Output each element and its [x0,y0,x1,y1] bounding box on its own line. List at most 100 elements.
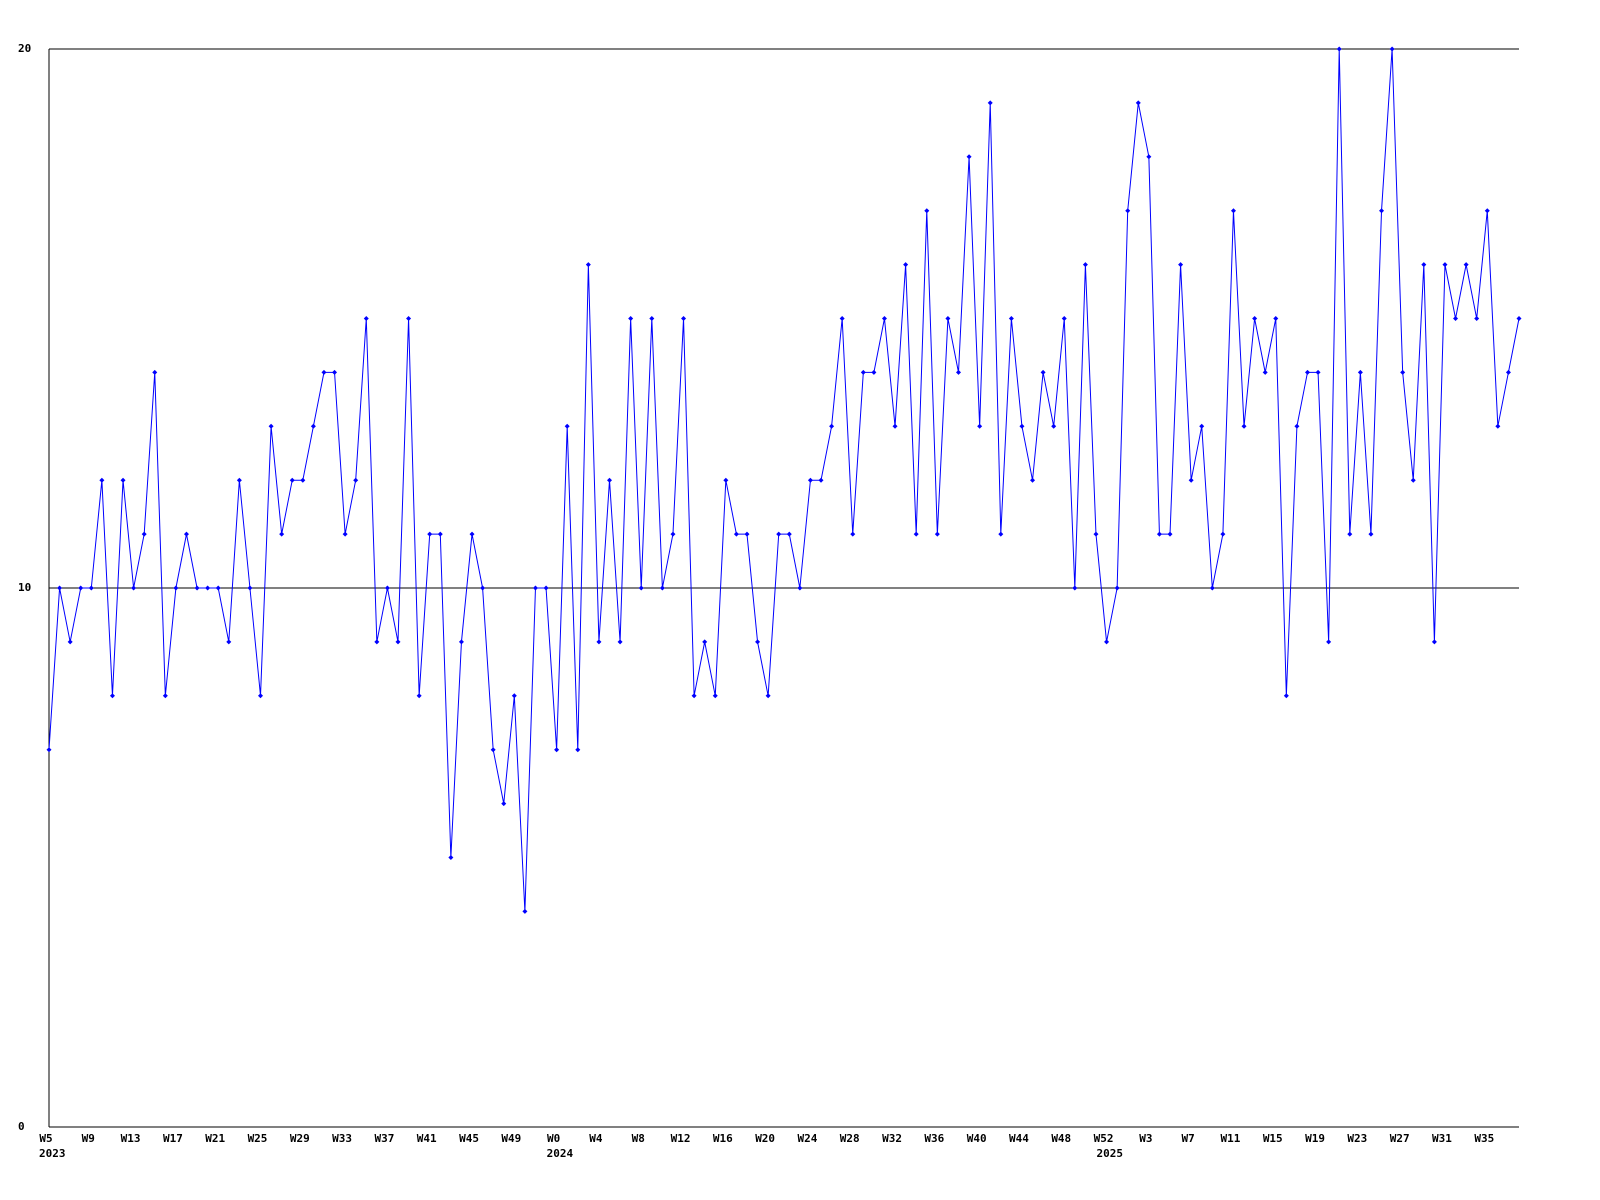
point [1421,262,1427,268]
point [374,639,380,645]
point [744,531,750,537]
point [1156,531,1162,537]
point [628,316,634,321]
x-tick-label: W27 [1390,1132,1410,1145]
point [1199,423,1205,429]
x-tick-label: W7 [1182,1132,1195,1145]
x-tick-label: W48 [1051,1132,1071,1145]
point [733,531,739,537]
point [607,477,613,483]
point [78,585,84,591]
point [1040,369,1046,375]
point [332,369,338,375]
point [1241,423,1247,429]
x-tick-label: W33 [332,1132,352,1145]
point [1326,639,1332,645]
point [881,316,887,321]
point [205,585,211,591]
x-tick-label: W52 [1094,1132,1114,1145]
x-tick-label: W37 [374,1132,394,1145]
point [511,693,517,699]
point [247,585,253,591]
point [448,855,454,860]
point [712,693,718,699]
point [1061,316,1067,321]
point [1368,531,1374,537]
point [839,316,845,321]
point [226,639,232,645]
point [469,531,475,537]
point [1135,100,1141,106]
x-tick-label: W9 [82,1132,95,1145]
point [1104,639,1110,645]
point [88,585,94,591]
point [1178,262,1184,268]
point [131,585,137,591]
y-tick-label: 0 [18,1120,25,1133]
point [384,585,390,591]
point [924,208,930,214]
point [1400,369,1406,375]
point [321,369,327,375]
x-tick-label: W3 [1139,1132,1152,1145]
point [585,262,591,268]
point [1495,423,1501,429]
x-tick-label: W24 [798,1132,818,1145]
point [1019,423,1025,429]
point [67,639,73,645]
x-tick-label: W36 [924,1132,944,1145]
x-tick-label: W19 [1305,1132,1325,1145]
point [1474,316,1480,321]
point [860,369,866,375]
x-tick-label: W40 [967,1132,987,1145]
point [1505,369,1511,375]
point [564,423,570,429]
point [395,639,401,645]
line [48,48,1520,912]
point [1379,208,1385,214]
point [141,531,147,537]
point [310,423,316,429]
point [1072,585,1078,591]
point [1093,531,1099,537]
point [892,423,898,429]
point [522,908,528,914]
point [1209,585,1215,591]
x-tick-label: W31 [1432,1132,1452,1145]
point [194,585,200,591]
point [1230,208,1236,214]
point [818,477,824,483]
point [1051,423,1057,429]
point [1336,46,1342,52]
point [416,693,422,699]
point [1389,46,1395,52]
x-tick-label: W17 [163,1132,183,1145]
point [702,639,708,645]
x-tick-label: W16 [713,1132,733,1145]
x-tick-label: W5 [39,1132,52,1145]
point [691,693,697,699]
point [1304,369,1310,375]
point [966,154,972,160]
point [501,801,507,807]
point [458,639,464,645]
point [755,639,761,645]
x-tick-label: W25 [248,1132,268,1145]
point [120,477,126,483]
point [258,693,264,699]
point [99,477,105,483]
point [659,585,665,591]
x-tick-label: W8 [632,1132,645,1145]
point [363,316,369,321]
point [1410,477,1416,483]
point [1431,639,1437,645]
point [1516,316,1522,321]
point [1030,477,1036,483]
point [786,531,792,537]
point [1167,531,1173,537]
x-tick-label: W32 [882,1132,902,1145]
x-tick-label: W35 [1474,1132,1494,1145]
point [575,747,581,753]
point [109,693,115,699]
